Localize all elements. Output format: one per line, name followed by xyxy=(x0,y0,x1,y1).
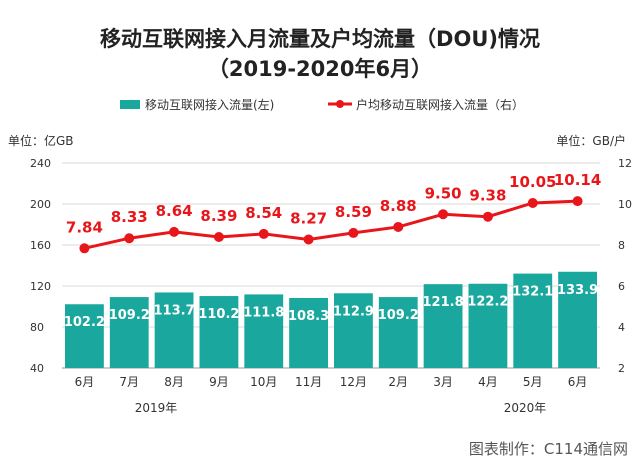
line-point xyxy=(79,243,90,254)
legend-bar-swatch xyxy=(120,100,140,109)
left-tick-label: 40 xyxy=(30,362,44,375)
bar xyxy=(423,284,463,368)
right-unit-label: 单位：GB/户 xyxy=(556,133,626,148)
x-tick-label: 2月 xyxy=(388,375,408,389)
bar xyxy=(199,296,239,368)
bar xyxy=(289,297,328,368)
line-point xyxy=(572,196,583,207)
left-tick-label: 200 xyxy=(30,198,51,211)
bar-value-label: 109.2 xyxy=(378,308,419,323)
line-value-label: 7.84 xyxy=(66,218,103,236)
bar xyxy=(109,297,149,368)
line-point xyxy=(527,197,538,208)
x-tick-label: 4月 xyxy=(478,375,498,389)
bar xyxy=(65,304,104,368)
line-point xyxy=(482,211,493,222)
bar-value-label: 109.2 xyxy=(109,308,150,323)
left-tick-label: 240 xyxy=(30,157,51,170)
line-value-label: 10.14 xyxy=(554,171,601,189)
x-tick-label: 7月 xyxy=(119,375,139,389)
bar xyxy=(244,294,284,368)
line-value-label: 9.50 xyxy=(425,184,462,202)
line-series xyxy=(84,199,578,250)
bar xyxy=(513,273,553,368)
credit: 图表制作：C114通信网 xyxy=(469,440,628,458)
bar-value-label: 111.8 xyxy=(243,305,284,320)
legend-line-label: 户均移动互联网接入流量（右） xyxy=(356,97,524,112)
line-value-label: 8.27 xyxy=(290,209,327,227)
line-value-label: 8.59 xyxy=(335,203,372,221)
line-value-label: 8.88 xyxy=(380,197,417,215)
bar-value-label: 113.7 xyxy=(154,303,195,318)
left-tick-label: 120 xyxy=(30,280,51,293)
line-point xyxy=(393,221,404,232)
right-tick-label: 8 xyxy=(618,239,625,252)
line-point xyxy=(258,228,269,239)
chart-title: 移动互联网接入月流量及户均流量（DOU)情况 xyxy=(100,27,540,51)
bar xyxy=(468,283,508,368)
line-value-label: 9.38 xyxy=(469,187,506,205)
x-tick-label: 6月 xyxy=(75,375,95,389)
chart-subtitle: （2019-2020年6月） xyxy=(208,57,432,81)
bar xyxy=(154,292,194,368)
bar-value-label: 112.9 xyxy=(333,304,374,319)
legend-bar-label: 移动互联网接入流量(左) xyxy=(145,97,274,112)
x-tick-label: 5月 xyxy=(523,375,543,389)
bar-value-label: 132.1 xyxy=(512,285,553,300)
left-tick-label: 160 xyxy=(30,239,51,252)
bar-value-label: 110.2 xyxy=(198,307,239,322)
line-value-label: 8.39 xyxy=(200,207,237,225)
line-point xyxy=(169,226,180,237)
line-value-label: 10.05 xyxy=(509,173,556,191)
bar-value-label: 102.2 xyxy=(64,315,105,330)
bar-value-label: 133.9 xyxy=(557,283,598,298)
x-tick-label: 11月 xyxy=(295,375,322,389)
right-tick-label: 6 xyxy=(618,280,625,293)
left-unit-label: 单位：亿GB xyxy=(8,133,74,148)
bar-value-label: 121.8 xyxy=(423,295,464,310)
right-tick-label: 10 xyxy=(618,198,632,211)
right-tick-label: 12 xyxy=(618,157,632,170)
left-tick-label: 80 xyxy=(30,321,44,334)
x-tick-label: 9月 xyxy=(209,375,229,389)
year-label-2019: 2019年 xyxy=(135,401,178,415)
right-tick-label: 4 xyxy=(618,321,625,334)
line-value-label: 8.33 xyxy=(111,208,148,226)
x-tick-label: 12月 xyxy=(340,375,367,389)
line-value-label: 8.54 xyxy=(245,204,282,222)
year-label-2020: 2020年 xyxy=(504,401,547,415)
x-tick-label: 10月 xyxy=(250,375,277,389)
line-point xyxy=(303,234,314,245)
x-tick-label: 3月 xyxy=(433,375,453,389)
line-point xyxy=(438,209,449,220)
bar-value-label: 122.2 xyxy=(467,295,508,310)
line-value-label: 8.64 xyxy=(156,202,193,220)
line-point xyxy=(348,227,359,238)
line-point xyxy=(213,232,224,243)
right-tick-label: 2 xyxy=(618,362,625,375)
bar xyxy=(378,297,418,368)
bar-value-label: 108.3 xyxy=(288,309,329,324)
line-point xyxy=(124,233,135,244)
x-tick-label: 8月 xyxy=(164,375,184,389)
bar xyxy=(334,293,373,368)
x-tick-label: 6月 xyxy=(568,375,588,389)
bar xyxy=(558,271,597,368)
